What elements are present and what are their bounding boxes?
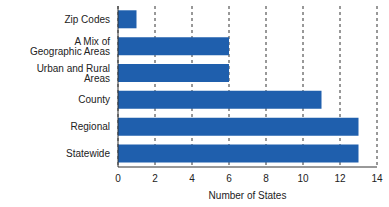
svg-text:12: 12 [334, 173, 346, 184]
svg-text:Regional: Regional [71, 121, 110, 132]
svg-text:4: 4 [189, 173, 195, 184]
svg-text:8: 8 [263, 173, 269, 184]
svg-text:10: 10 [297, 173, 309, 184]
svg-text:2: 2 [152, 173, 158, 184]
svg-text:Statewide: Statewide [66, 148, 110, 159]
svg-text:A Mix ofGeographic Areas: A Mix ofGeographic Areas [30, 36, 110, 57]
svg-text:Zip Codes: Zip Codes [64, 14, 110, 25]
svg-text:Urban and RuralAreas: Urban and RuralAreas [37, 63, 110, 84]
svg-text:0: 0 [115, 173, 121, 184]
svg-text:Number of States: Number of States [209, 190, 287, 201]
svg-text:6: 6 [226, 173, 232, 184]
svg-text:County: County [78, 94, 110, 105]
svg-text:14: 14 [371, 173, 381, 184]
